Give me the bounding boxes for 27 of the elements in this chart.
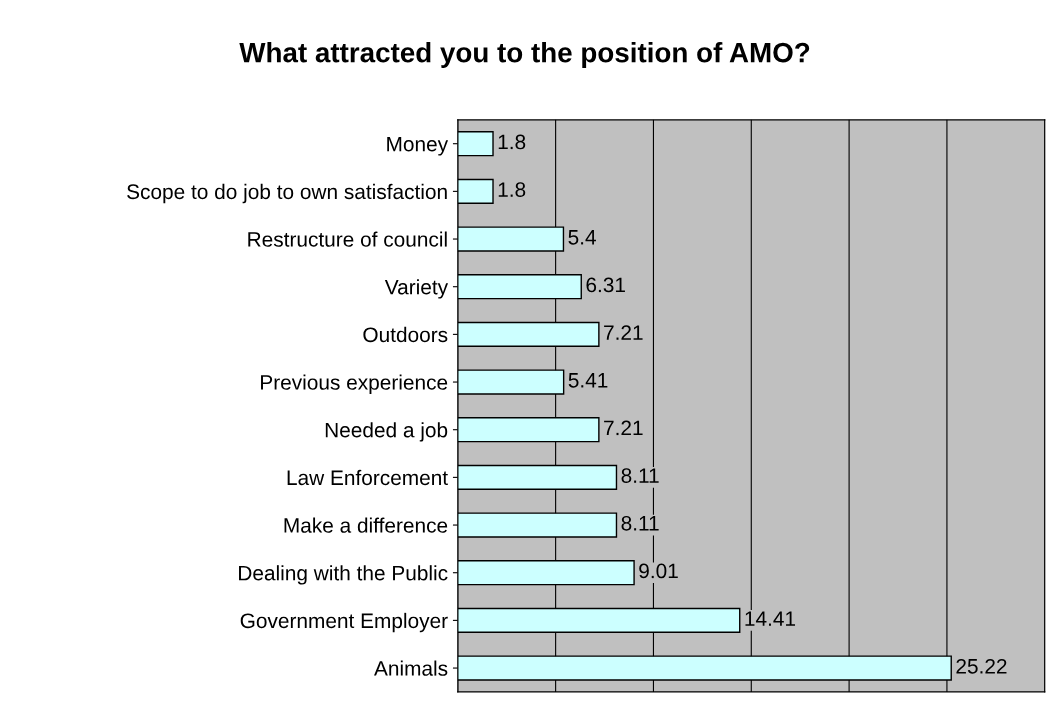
data-label: 14.41 xyxy=(745,611,796,626)
y-tick-label: Money xyxy=(387,136,449,156)
data-label: 7.21 xyxy=(604,325,643,340)
data-label: 1.8 xyxy=(498,182,526,197)
data-label: 1.8 xyxy=(498,134,526,150)
data-label: 7.21 xyxy=(604,420,643,436)
data-label: 8.11 xyxy=(621,515,659,531)
chart-title: What attracted you to the position of AMO? xyxy=(239,42,810,68)
y-tick-label: Needed a job xyxy=(325,422,448,442)
data-label: 5.41 xyxy=(568,373,608,388)
data-label: 25.22 xyxy=(956,658,1007,674)
y-tick-label: Animals xyxy=(374,660,448,676)
y-tick-label: Law Enforcement xyxy=(287,469,448,486)
y-tick-label: Dealing with the Public xyxy=(239,565,448,585)
bar xyxy=(457,131,494,157)
data-label: 8.11 xyxy=(621,468,659,483)
y-tick-label: Government Employer xyxy=(240,612,448,633)
y-tick-label: Scope to do job to own satisfaction xyxy=(127,183,447,204)
data-label: 9.01 xyxy=(639,563,678,579)
y-tick-label: Variety xyxy=(384,279,449,299)
data-label: 6.31 xyxy=(586,277,625,293)
y-tick-label: Make a difference xyxy=(284,517,448,533)
y-tick-label: Previous experience xyxy=(261,374,448,394)
bar xyxy=(457,178,494,204)
data-label: 5.4 xyxy=(568,230,596,245)
y-tick-label: Restructure of council xyxy=(248,231,447,247)
y-tick-label: Outdoors xyxy=(363,326,448,343)
